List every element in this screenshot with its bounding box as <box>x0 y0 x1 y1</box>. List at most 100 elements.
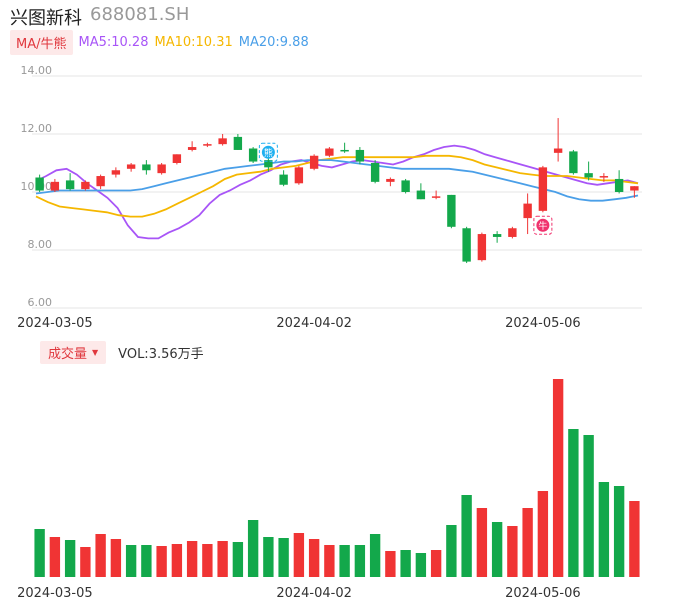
volume-bar <box>308 539 320 577</box>
volume-bar <box>186 541 198 577</box>
volume-legend: 成交量 ▼ VOL:3.56万手 <box>40 340 204 364</box>
volume-bar <box>598 482 610 577</box>
volume-bar <box>64 540 76 577</box>
volume-bar <box>385 551 396 577</box>
bear-marker-icon <box>261 145 275 159</box>
volume-bar <box>171 544 183 577</box>
x-tick-label: 2024-05-06 <box>505 316 581 331</box>
candle-down <box>462 228 471 262</box>
candle-down <box>264 160 273 168</box>
ma-legend: MA/牛熊 MA5:10.28 MA10:10.31 MA20:9.88 <box>10 29 315 55</box>
volume-bar <box>507 526 518 577</box>
x-tick-label: 2024-04-02 <box>276 316 352 331</box>
volume-bar <box>446 525 457 577</box>
candle-up <box>187 147 197 150</box>
candle-up <box>81 181 90 190</box>
volume-bar <box>247 520 259 577</box>
ma20-line <box>35 159 639 202</box>
candle-up <box>599 176 609 178</box>
candle-down <box>416 190 426 200</box>
volume-toggle-label: 成交量 <box>48 346 88 362</box>
candle-up <box>50 181 60 191</box>
candle-down <box>355 149 365 162</box>
volume-bar <box>80 547 91 577</box>
y-tick-label: 12.00 <box>21 122 53 135</box>
candle-up <box>477 234 487 261</box>
candle-up <box>126 164 136 169</box>
x-tick-label: 2024-04-02 <box>276 586 352 601</box>
candle-up <box>523 203 532 219</box>
candle-down <box>447 194 456 227</box>
volume-chart: 2024-03-05 2024-04-02 2024-05-06 <box>17 379 640 601</box>
volume-bar <box>95 534 106 577</box>
volume-bar <box>369 534 381 577</box>
candle-down <box>233 136 243 150</box>
ma5-line <box>35 144 639 240</box>
volume-bar <box>354 545 366 577</box>
volume-bar <box>217 541 228 577</box>
candle-down <box>370 163 380 182</box>
y-tick-label: 14.00 <box>21 64 53 77</box>
candle-up <box>325 148 334 156</box>
stock-code: 688081.SH <box>90 4 190 25</box>
bull-marker-label: 牛 <box>538 220 547 232</box>
candle-up <box>111 170 121 175</box>
candle-down <box>142 164 151 171</box>
candle-up <box>508 228 517 237</box>
candle-up <box>96 176 105 187</box>
candle-down <box>569 151 578 174</box>
candle-up <box>172 154 182 163</box>
volume-bar <box>110 539 122 577</box>
caret-down-icon: ▼ <box>92 347 99 357</box>
candle-up <box>203 144 212 146</box>
bull-marker-frame <box>533 215 553 235</box>
volume-bar <box>34 529 45 577</box>
bear-marker-label: 熊 <box>264 147 273 159</box>
volume-bar <box>293 533 305 577</box>
volume-bar <box>232 542 244 577</box>
candle-up <box>309 155 319 169</box>
volume-bar <box>400 550 411 577</box>
bull-marker-icon <box>536 218 550 232</box>
candle-up <box>386 178 395 182</box>
volume-bar <box>156 546 167 577</box>
volume-bar <box>278 538 289 577</box>
x-tick-label: 2024-03-05 <box>17 316 93 331</box>
volume-value: VOL:3.56万手 <box>118 346 204 362</box>
ma-toggle-button[interactable]: MA/牛熊 <box>10 29 73 55</box>
volume-bar <box>49 537 61 577</box>
candle-down <box>35 177 44 191</box>
candle-down <box>248 148 258 162</box>
ma10-line <box>35 154 639 218</box>
stock-name: 兴图新科 <box>10 8 82 29</box>
volume-bar <box>583 435 594 577</box>
volume-bar <box>339 545 350 577</box>
bear-marker-frame <box>258 142 278 162</box>
volume-toggle-button[interactable]: 成交量 ▼ <box>40 340 107 364</box>
ma20-legend: MA20:9.88 <box>238 34 309 50</box>
candle-up <box>630 186 639 191</box>
x-tick-label: 2024-05-06 <box>505 586 581 601</box>
candle-down <box>492 234 502 237</box>
y-tick-label: 8.00 <box>28 238 53 251</box>
candle-up <box>553 148 563 153</box>
volume-bar <box>430 550 442 577</box>
candle-up <box>538 167 548 211</box>
volume-bar <box>324 545 335 577</box>
volume-bar <box>415 553 427 577</box>
volume-bar <box>537 491 549 577</box>
y-tick-label: 6.00 <box>28 296 53 309</box>
candle-down <box>340 149 349 152</box>
volume-bar <box>476 508 488 577</box>
candle-up <box>294 167 304 184</box>
ma5-legend: MA5:10.28 <box>78 34 149 50</box>
volume-bar <box>629 501 640 577</box>
x-tick-label: 2024-03-05 <box>17 586 93 601</box>
volume-bar <box>491 522 503 577</box>
candle-up <box>431 196 441 198</box>
candle-up <box>157 164 166 174</box>
candle-down <box>401 180 410 192</box>
volume-bar <box>141 545 152 577</box>
candle-down <box>614 178 624 192</box>
ma10-legend: MA10:10.31 <box>154 34 233 50</box>
